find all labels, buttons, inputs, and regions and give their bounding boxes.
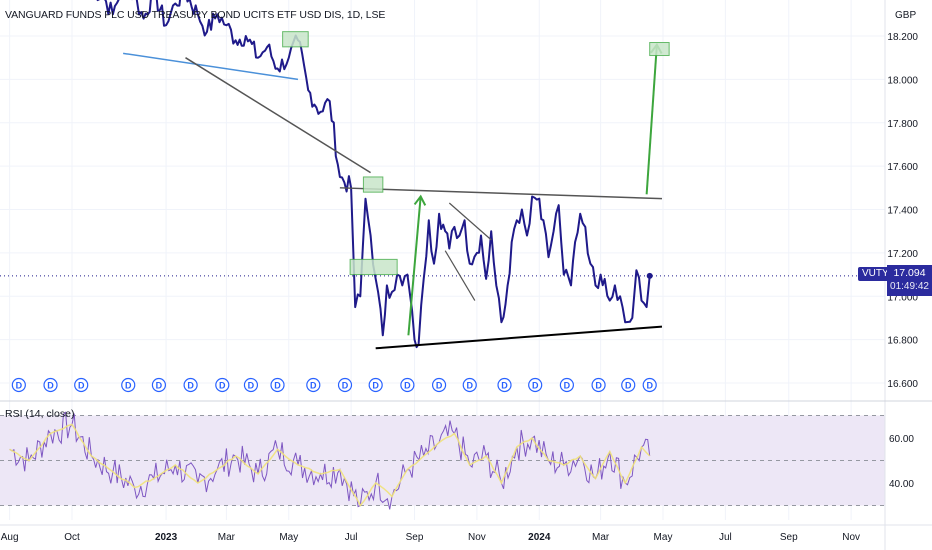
dividend-marker-letter: D <box>646 381 653 391</box>
zone-box-1[interactable] <box>282 31 309 48</box>
projection-arrow-1[interactable] <box>407 196 422 336</box>
dividend-marker[interactable] <box>337 377 353 393</box>
y-tick-label: 17.000 <box>887 292 918 303</box>
x-tick-label: Nov <box>468 532 486 543</box>
dividend-marker-letter: D <box>404 381 411 391</box>
ticker-badge: VUTY <box>858 267 893 281</box>
dividend-marker[interactable] <box>462 377 477 393</box>
x-tick-label: Sep <box>780 532 798 543</box>
y-tick-label: 18.200 <box>887 32 918 43</box>
bar-countdown: 01:49:42 <box>890 281 929 292</box>
dividend-marker-letter: D <box>248 381 255 391</box>
price-line <box>96 0 651 349</box>
chart-title: VANGUARD FUNDS PLC USD TREASURY BOND UCI… <box>5 9 386 21</box>
dividend-marker-letter: D <box>274 381 281 391</box>
trendline-down[interactable] <box>185 57 371 174</box>
dividend-marker[interactable] <box>11 377 26 393</box>
rsi-series <box>9 411 651 510</box>
x-tick-label: Mar <box>592 532 610 543</box>
x-tick-label: Aug <box>1 532 19 543</box>
y-tick-label: 17.400 <box>887 206 918 217</box>
dividend-marker-letter: D <box>342 381 349 391</box>
resistance-line[interactable] <box>339 187 663 200</box>
y-tick-label: 17.800 <box>887 119 918 130</box>
dividend-marker[interactable] <box>591 377 606 393</box>
last-price-value: 17.094 <box>893 267 926 279</box>
x-tick-label: Nov <box>842 532 860 543</box>
dividend-marker-letter: D <box>16 381 23 391</box>
dividend-marker[interactable] <box>43 377 58 393</box>
dividend-marker-letter: D <box>125 381 132 391</box>
x-tick-label: Mar <box>218 532 236 543</box>
dividend-marker[interactable] <box>400 377 415 393</box>
dividend-marker[interactable] <box>151 377 167 393</box>
channel-line-lower[interactable] <box>444 250 476 301</box>
rsi-tick-label: 60.00 <box>889 434 914 445</box>
dividend-marker[interactable] <box>270 377 285 393</box>
drawing-tools <box>123 31 670 350</box>
currency-label: GBP <box>895 10 917 21</box>
rsi-ma-line <box>9 423 651 507</box>
last-price-dot <box>646 272 653 279</box>
y-tick-label: 16.800 <box>887 336 918 347</box>
dividend-marker[interactable] <box>559 377 574 393</box>
dividend-marker[interactable] <box>74 377 89 393</box>
x-tick-label: 2023 <box>155 532 178 543</box>
dividend-marker[interactable] <box>215 377 230 393</box>
dividend-marker-letter: D <box>47 381 54 391</box>
rsi-tick-label: 40.00 <box>889 479 914 490</box>
dividend-marker-letter: D <box>595 381 602 391</box>
dividend-marker[interactable] <box>642 377 657 393</box>
price-series <box>0 0 885 349</box>
x-tick-label: Jul <box>345 532 358 543</box>
support-line[interactable] <box>375 325 663 350</box>
dividend-marker[interactable] <box>183 377 198 393</box>
dividend-marker-letter: D <box>564 381 571 391</box>
x-tick-label: May <box>279 532 298 543</box>
x-tick-label: Sep <box>406 532 424 543</box>
dividend-marker-letter: D <box>436 381 443 391</box>
zone-box-3[interactable] <box>349 258 398 276</box>
dividend-marker-letter: D <box>532 381 539 391</box>
dividend-marker[interactable] <box>497 377 512 393</box>
rsi-line <box>9 411 651 510</box>
dividend-marker-letter: D <box>310 381 317 391</box>
dividend-marker-letter: D <box>219 381 226 391</box>
dividend-marker[interactable] <box>431 377 447 393</box>
dividend-marker[interactable] <box>621 377 636 393</box>
dividend-marker-letter: D <box>187 381 194 391</box>
y-tick-label: 17.200 <box>887 249 918 260</box>
trendline-blue[interactable] <box>123 52 299 81</box>
dividend-marker[interactable] <box>368 377 383 393</box>
dividend-marker-letter: D <box>156 381 163 391</box>
dividend-marker[interactable] <box>306 377 321 393</box>
dividend-marker-letter: D <box>372 381 379 391</box>
dividend-marker[interactable] <box>121 377 136 393</box>
y-tick-label: 17.600 <box>887 162 918 173</box>
x-tick-label: Jul <box>719 532 732 543</box>
zone-box-2[interactable] <box>362 176 384 193</box>
dividend-marker-letter: D <box>466 381 473 391</box>
x-tick-label: Oct <box>64 532 80 543</box>
dividend-marker-letter: D <box>78 381 85 391</box>
y-tick-label: 18.000 <box>887 75 918 86</box>
x-tick-label: May <box>654 532 673 543</box>
last-price-badge: 17.094 01:49:42 <box>887 265 932 296</box>
x-tick-label: 2024 <box>528 532 551 543</box>
y-tick-label: 16.600 <box>887 379 918 390</box>
projection-arrow-2[interactable] <box>645 44 658 195</box>
channel-line-upper[interactable] <box>448 202 492 241</box>
projection-arrow-1-head <box>413 194 427 206</box>
rsi-indicator-label[interactable]: RSI (14, close) <box>5 408 75 420</box>
dividend-marker-letter: D <box>625 381 632 391</box>
dividend-marker[interactable] <box>243 377 259 393</box>
dividend-marker-letter: D <box>501 381 508 391</box>
dividend-marker[interactable] <box>528 377 543 393</box>
rsi-background <box>0 415 885 506</box>
zone-box-4[interactable] <box>649 42 670 57</box>
